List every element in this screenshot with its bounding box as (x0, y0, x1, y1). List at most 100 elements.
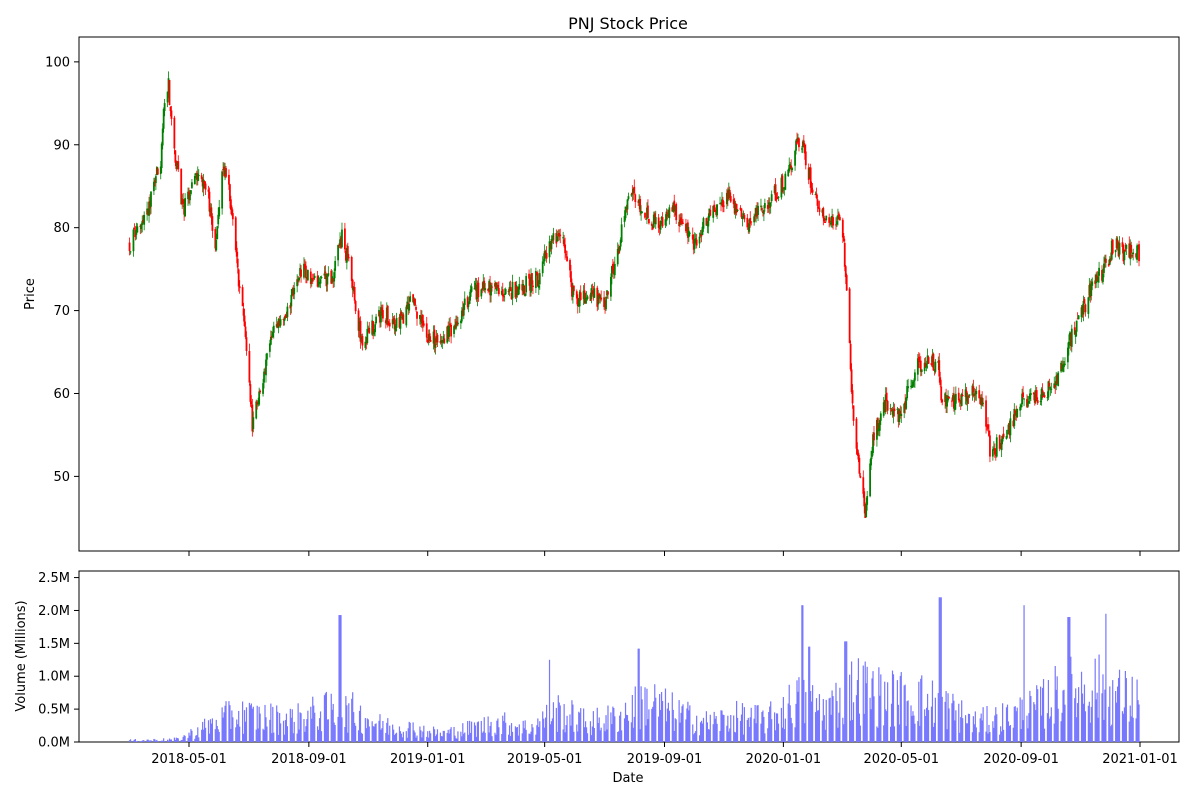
volume-bar (803, 679, 805, 742)
volume-bar (348, 703, 350, 742)
volume-bar (1029, 690, 1031, 742)
volume-bar (230, 728, 232, 742)
candle-body (698, 236, 701, 244)
volume-bar (423, 725, 425, 742)
candle-body (712, 205, 715, 218)
volume-bar (1012, 727, 1014, 742)
candle-body (300, 269, 302, 277)
candle-body (210, 207, 213, 219)
volume-bar (987, 733, 989, 742)
volume-bar (693, 734, 695, 742)
candle-body (735, 204, 738, 213)
candle-body (441, 340, 444, 343)
volume-bar (1128, 721, 1130, 742)
volume-bar (1002, 703, 1004, 742)
candle-body (590, 288, 593, 300)
volume-bar (790, 717, 792, 742)
volume-bar (839, 687, 841, 742)
candle-body (1042, 393, 1045, 396)
volume-bar (659, 694, 661, 742)
volume-bar (381, 728, 383, 742)
candle-body (184, 198, 187, 217)
candle-body (350, 256, 353, 281)
volume-bar (231, 710, 233, 742)
candle-body (326, 274, 329, 285)
volume-bar (667, 702, 669, 742)
candle-body (597, 295, 600, 305)
candle-body (357, 310, 360, 331)
candle-body (354, 300, 357, 312)
volume-bar (879, 695, 881, 742)
candle-body (953, 401, 956, 411)
volume-bar (1117, 677, 1120, 742)
candle-body (174, 150, 177, 163)
volume-bar (557, 695, 559, 742)
volume-bar (215, 719, 217, 742)
volume-bar (1116, 702, 1118, 742)
volume-bar (291, 709, 293, 742)
price-y-tick-label: 100 (45, 55, 70, 70)
candle-body (753, 216, 756, 223)
candle-body (1005, 436, 1008, 439)
candle-body (1000, 439, 1003, 451)
candle-body (973, 393, 976, 396)
candle-body (204, 183, 207, 190)
candle-body (316, 275, 319, 287)
volume-bar (412, 722, 414, 742)
candle-body (828, 217, 831, 223)
candle-body (968, 394, 971, 396)
candle-body (892, 409, 895, 417)
candle-body (917, 356, 920, 361)
volume-bar (866, 666, 868, 742)
volume-bar (938, 597, 940, 742)
candle-body (136, 226, 139, 233)
volume-bar (357, 730, 360, 742)
candle-body (312, 277, 315, 279)
candle-body (584, 297, 587, 303)
candle-body (1061, 364, 1063, 370)
candle-body (241, 287, 244, 307)
candle-body (1088, 285, 1091, 296)
volume-bar (700, 720, 703, 742)
chart-title: PNJ Stock Price (568, 14, 688, 33)
candle-body (466, 297, 469, 308)
volume-bar (258, 706, 260, 742)
volume-x-axis: 2018-05-01 2018-09-01 2019-01-01 2019-05-01… (151, 742, 1178, 767)
candle-body (913, 380, 915, 382)
candle-body (713, 204, 716, 211)
volume-bar (266, 726, 268, 742)
candle-body (1062, 364, 1064, 372)
candle-body (162, 108, 165, 129)
volume-bar (1007, 721, 1010, 742)
volume-bar (781, 727, 784, 742)
volume-bar (896, 680, 898, 742)
candle-body (1102, 273, 1104, 282)
volume-bar (256, 705, 258, 742)
volume-bar (358, 710, 361, 742)
volume-bar (1131, 676, 1133, 742)
candle-body (1047, 381, 1050, 398)
candle-body (353, 287, 356, 301)
candle-body (447, 325, 450, 339)
volume-bar (685, 719, 687, 742)
candle-body (934, 361, 937, 372)
candle-body (592, 290, 595, 297)
candle-body (556, 236, 559, 242)
volume-bar (373, 726, 375, 742)
candle-body (544, 252, 547, 254)
volume-bar (421, 737, 423, 742)
volume-bar (809, 646, 811, 742)
candle-body (645, 218, 647, 220)
volume-bar (680, 712, 682, 742)
candle-body (762, 210, 765, 215)
candle-body (501, 289, 504, 297)
candle-body (394, 326, 397, 332)
candle-body (959, 401, 962, 404)
volume-bar (196, 735, 198, 742)
volume-bar (375, 723, 377, 742)
volume-bar (974, 711, 976, 742)
candle-body (482, 281, 485, 290)
volume-bar (720, 710, 722, 742)
volume-bar (1094, 658, 1096, 742)
candle-body (767, 202, 770, 208)
